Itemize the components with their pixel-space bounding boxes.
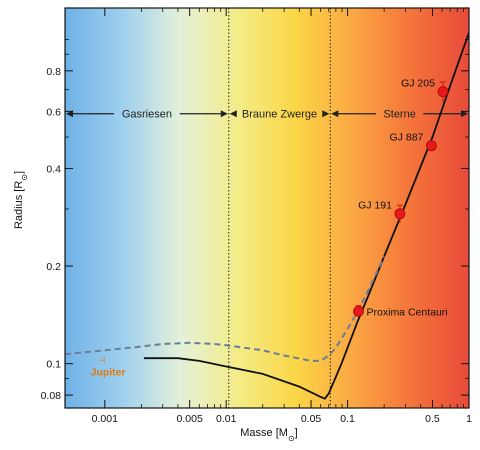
arrowhead-right [220,110,228,118]
solid-curve [143,32,469,400]
dashed-curve [65,256,386,362]
y-axis-label: Radius [R⊙] [13,171,29,229]
arrowhead-left [66,110,73,118]
point-label: GJ 887 [390,132,424,144]
y-tick-label: 0.8 [46,66,61,78]
point-label: GJ 205 [401,78,435,90]
y-tick-label: 0.08 [41,390,62,402]
x-tick-label: 0.05 [301,413,322,425]
data-point [394,208,406,220]
y-axis-label-part: ] [13,171,25,174]
data-point [437,86,449,98]
x-tick-label: 0.5 [425,413,440,425]
arrowhead-left [331,110,339,118]
y-tick-label: 0.4 [46,163,61,175]
y-axis-label-part: [R [13,181,25,195]
x-axis-label-part: Masse [240,427,272,439]
region-label: Sterne [383,109,415,121]
point-label: GJ 191 [358,200,392,212]
region-label: Gasriesen [122,109,172,121]
region-label: Braune Zwerge [242,109,317,121]
y-axis-label-part: ⊙ [20,174,29,181]
x-tick-label: 0.01 [216,413,237,425]
y-tick-label: 0.6 [46,106,61,118]
arrowhead-left [229,110,237,118]
y-tick-label: 0.2 [46,261,61,273]
x-axis-label-part: ] [295,427,298,439]
arrowhead-right [461,110,468,118]
jupiter-icon: ♃ [98,353,107,367]
x-axis-label-part: ⊙ [288,434,295,443]
data-point [425,140,437,152]
x-tick-label: 0.001 [92,413,118,425]
y-axis-label-part: Radius [13,194,25,229]
point-label: Jupiter [91,367,126,379]
data-point [353,305,364,317]
x-tick-label: 1 [466,413,472,425]
plot-frame [64,7,470,409]
x-tick-label: 0.1 [340,413,355,425]
plot-background [65,8,469,408]
x-axis-label: Masse [M⊙] [240,427,297,443]
x-axis-label-part: [M [273,427,288,439]
y-tick-label: 0.1 [46,359,61,371]
point-label: Proxima Centauri [367,306,448,318]
arrowhead-right [322,110,330,118]
x-tick-label: 0.005 [177,413,203,425]
